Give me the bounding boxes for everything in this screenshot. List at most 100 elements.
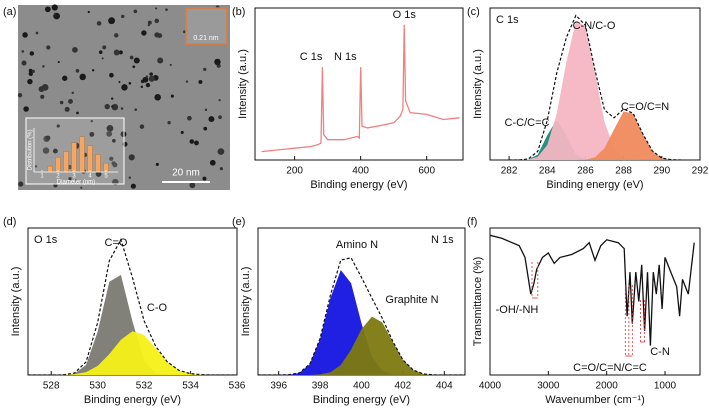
nanoparticle — [74, 179, 77, 182]
nanoparticle — [42, 65, 45, 68]
peak-area — [258, 316, 465, 375]
nanoparticle — [194, 140, 199, 146]
nanoparticle — [68, 99, 73, 104]
nanoparticle — [142, 76, 149, 83]
spectrum-title: N 1s — [431, 234, 454, 246]
nanoparticle — [108, 17, 116, 25]
nanoparticle — [102, 45, 107, 50]
envelope-line — [509, 14, 681, 160]
x-tick-label: 200 — [286, 166, 303, 177]
band-label: C-N — [650, 346, 670, 358]
peak-label: N 1s — [334, 51, 357, 63]
nanoparticle — [111, 103, 119, 111]
nanoparticle — [145, 82, 151, 88]
band-label: C=O/C=N/C=C — [573, 362, 647, 374]
scale-label: 20 nm — [172, 168, 200, 179]
nanoparticle — [167, 121, 171, 125]
nanoparticle — [29, 51, 35, 56]
nanoparticle — [28, 71, 33, 76]
nanoparticle — [80, 186, 83, 189]
x-tick-label: 4000 — [479, 381, 502, 392]
x-tick-label: 532 — [136, 381, 153, 392]
nanoparticle — [17, 93, 23, 98]
spectrum-title: C 1s — [496, 14, 519, 26]
nanoparticle — [218, 115, 222, 120]
nanoparticle — [44, 6, 51, 13]
histogram-bar — [63, 151, 69, 173]
nanoparticle — [62, 75, 68, 81]
y-axis-label: Intensity (a.u.) — [237, 49, 249, 119]
nanoparticle — [45, 135, 51, 141]
nanoparticle — [132, 65, 136, 69]
nanoparticle — [79, 73, 86, 81]
x-tick-label: 536 — [229, 381, 246, 392]
nanoparticle — [130, 183, 136, 189]
nanoparticle — [217, 148, 225, 155]
y-axis-label: Intensity (a.u.) — [472, 49, 484, 119]
nanoparticle — [27, 78, 33, 85]
nanoparticle — [154, 18, 159, 24]
nanoparticle — [189, 139, 195, 144]
peak-area — [509, 20, 681, 160]
y-axis-label: Distribution (%) — [28, 129, 34, 170]
nanoparticle — [133, 9, 138, 14]
nanoparticle — [157, 57, 164, 64]
component-label: Amino N — [336, 239, 378, 251]
nanoparticle — [128, 176, 132, 179]
nanoparticle — [87, 10, 90, 14]
nanoparticle — [129, 55, 134, 60]
nanoparticle — [38, 86, 45, 92]
nanoparticle — [28, 68, 33, 73]
x-axis-label: Binding energy (eV) — [546, 179, 643, 191]
histogram-bar — [71, 142, 77, 173]
nanoparticle — [34, 165, 38, 168]
nanoparticle — [18, 181, 24, 187]
hrtem-inset — [185, 7, 228, 45]
nanoparticle — [140, 85, 144, 89]
y-axis-label: Intensity (a.u.) — [240, 267, 252, 337]
nanoparticle — [35, 31, 39, 35]
nanoparticle — [203, 126, 208, 131]
x-tick-label: 404 — [436, 381, 453, 392]
nanoparticle — [204, 108, 208, 112]
nanoparticle — [169, 63, 172, 66]
plot-frame — [489, 227, 701, 376]
x-tick-label: 400 — [352, 166, 369, 177]
nanoparticle — [51, 4, 58, 11]
peak-label: O 1s — [393, 9, 417, 21]
nanoparticle — [148, 75, 155, 82]
nanoparticle — [128, 154, 135, 161]
nanoparticle — [104, 103, 110, 110]
x-tick-label: 528 — [43, 381, 60, 392]
histogram-bar — [79, 136, 85, 173]
component-label: C=O — [105, 237, 128, 249]
nanoparticle — [128, 82, 132, 85]
nanoparticle — [53, 12, 57, 15]
x-tick-label: 2000 — [596, 381, 619, 392]
nanoparticle — [40, 94, 45, 99]
nanoparticle — [110, 97, 114, 100]
x-tick-label: 2 — [56, 174, 60, 180]
nanoparticle — [52, 148, 58, 154]
nanoparticle — [68, 177, 72, 181]
spectrum-line — [261, 24, 460, 153]
nanoparticle — [134, 108, 138, 111]
x-axis-label: Binding energy (eV) — [310, 179, 407, 191]
x-axis-label: Binding energy (eV) — [84, 394, 181, 406]
histogram-bar — [95, 154, 101, 173]
nanoparticle — [109, 156, 114, 161]
nanoparticle — [111, 161, 116, 166]
nanoparticle — [112, 138, 116, 143]
x-tick-label: 4 — [88, 174, 92, 180]
nanoparticle — [133, 57, 140, 64]
peak-area — [28, 274, 237, 375]
nanoparticle — [147, 23, 151, 27]
band-label: -OH/-NH — [496, 304, 539, 316]
envelope-line — [258, 257, 465, 375]
nanoparticle — [165, 8, 168, 11]
nanoparticle — [202, 176, 207, 181]
x-tick-label: 600 — [418, 166, 435, 177]
nanoparticle — [147, 20, 152, 25]
nanoparticle — [23, 106, 29, 112]
y-axis-label: Intensity (a.u.) — [10, 267, 22, 337]
